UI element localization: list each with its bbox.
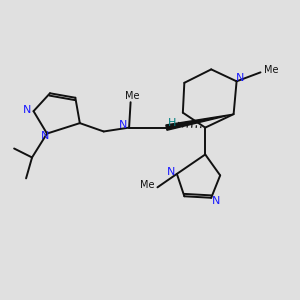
Text: Me: Me: [125, 91, 139, 101]
Text: N: N: [236, 73, 244, 83]
Text: Me: Me: [140, 180, 154, 190]
Text: N: N: [167, 167, 175, 177]
Polygon shape: [166, 114, 234, 130]
Text: N: N: [41, 131, 50, 141]
Text: N: N: [119, 120, 127, 130]
Text: N: N: [23, 105, 31, 115]
Text: Me: Me: [264, 65, 278, 75]
Text: N: N: [212, 196, 220, 206]
Text: H: H: [168, 118, 176, 128]
